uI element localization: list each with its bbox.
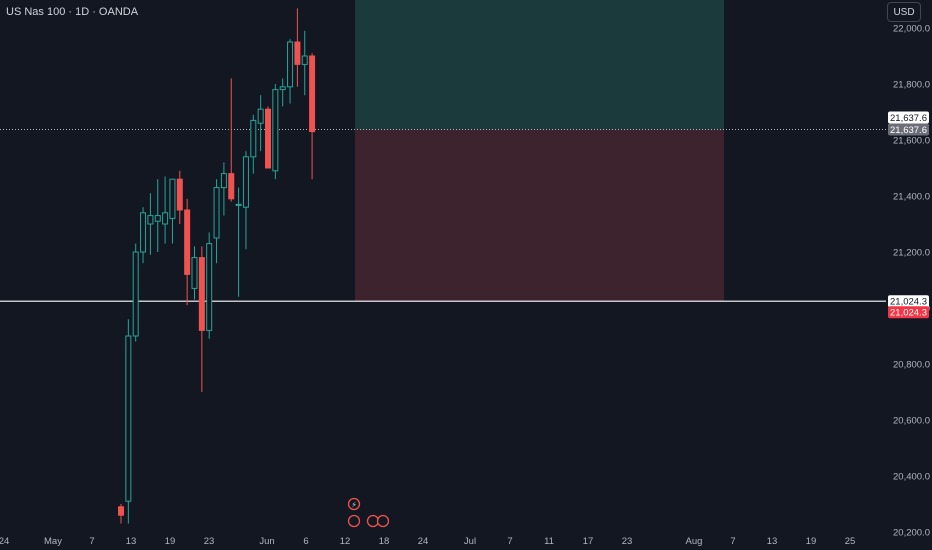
candle-body xyxy=(140,212,147,253)
candle-body xyxy=(287,41,294,88)
candle-body xyxy=(265,108,271,169)
candle-body xyxy=(301,55,308,65)
symbol-title[interactable]: US Nas 100 · 1D · OANDA xyxy=(6,6,139,18)
candle-body xyxy=(162,212,169,225)
x-tick-label: 23 xyxy=(204,536,215,547)
candle-body xyxy=(147,215,154,225)
currency-button[interactable]: USD xyxy=(887,2,921,22)
y-tick-label: 20,200.0 xyxy=(893,528,930,539)
candle-body xyxy=(279,86,286,91)
x-tick-label: 6 xyxy=(303,536,308,547)
x-tick-label: 7 xyxy=(507,536,512,547)
stop-price-tag-white: 21,024.3 xyxy=(890,296,927,307)
x-tick-label: Aug xyxy=(686,536,703,547)
candle-body xyxy=(242,156,249,208)
y-tick-label: 20,600.0 xyxy=(893,416,930,427)
candle-body xyxy=(228,173,235,200)
event-marker-icon xyxy=(347,497,361,511)
x-tick-label: 7 xyxy=(730,536,735,547)
stop-zone xyxy=(355,129,724,302)
x-tick-label: 24 xyxy=(418,536,429,547)
x-tick-label: 19 xyxy=(806,536,817,547)
y-tick-label: 22,000.0 xyxy=(893,24,930,35)
x-tick-label: 17 xyxy=(583,536,594,547)
x-tick-label: May xyxy=(44,536,62,547)
event-marker-icon xyxy=(376,514,390,528)
candle-body xyxy=(220,173,227,189)
candle-body xyxy=(184,209,191,275)
y-tick-label: 21,200.0 xyxy=(893,248,930,259)
entry-price-tag-grey: 21,637.6 xyxy=(890,125,927,136)
candle-body xyxy=(309,55,316,133)
x-tick-label: 11 xyxy=(544,536,554,547)
candle-body xyxy=(250,119,257,158)
event-marker-icon xyxy=(347,514,361,528)
x-tick-label: 13 xyxy=(767,536,778,547)
y-tick-label: 21,400.0 xyxy=(893,192,930,203)
candle-body xyxy=(191,257,198,289)
candle-body xyxy=(176,178,183,211)
x-tick-label: Jun xyxy=(259,536,274,547)
x-tick-label: Jul xyxy=(464,536,476,547)
candle-body xyxy=(206,243,213,331)
y-tick-label: 20,400.0 xyxy=(893,472,930,483)
x-tick-label: 24 xyxy=(0,536,9,547)
x-tick-label: 13 xyxy=(126,536,137,547)
x-tick-label: 12 xyxy=(340,536,351,547)
candle-body xyxy=(154,215,161,222)
candle-body xyxy=(213,187,220,239)
candle-body xyxy=(257,108,264,124)
entry-price-tag-white-bg xyxy=(888,111,929,124)
x-tick-label: 23 xyxy=(622,536,633,547)
x-tick-label: 7 xyxy=(89,536,94,547)
candle-body xyxy=(169,178,176,219)
candle-body xyxy=(125,335,132,502)
stop-price-tag-red-bg xyxy=(888,306,929,319)
entry-price-tag-white: 21,637.6 xyxy=(890,113,927,124)
candle-body xyxy=(198,257,205,331)
candle-body xyxy=(118,506,124,516)
entry-price-tag-grey-bg xyxy=(888,123,929,136)
candle-body xyxy=(294,41,301,65)
stop-price-tag-red: 21,024.3 xyxy=(890,307,927,318)
candle-body xyxy=(272,89,279,172)
stop-price-tag-white-bg xyxy=(888,295,929,308)
candle-body xyxy=(235,203,242,206)
x-tick-label: 18 xyxy=(379,536,390,547)
y-tick-label: 20,800.0 xyxy=(893,360,930,371)
y-tick-label: 21,800.0 xyxy=(893,80,930,91)
x-tick-label: 25 xyxy=(845,536,856,547)
x-tick-label: 19 xyxy=(165,536,176,547)
y-tick-label: 21,600.0 xyxy=(893,136,930,147)
lightning-icon: ⚡ xyxy=(351,501,357,510)
candle-body xyxy=(132,251,139,337)
target-zone xyxy=(355,0,724,130)
